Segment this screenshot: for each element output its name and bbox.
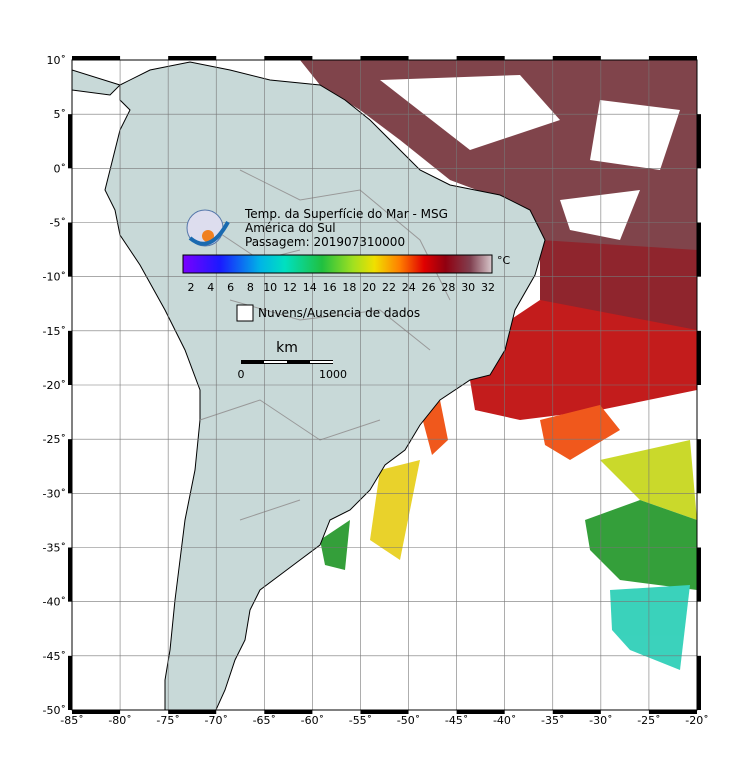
colorbar-tick-label: 8: [247, 281, 254, 294]
lon-label: -85˚: [60, 714, 83, 727]
colorbar-tick-label: 14: [303, 281, 317, 294]
colorbar-tick-label: 12: [283, 281, 297, 294]
sst-field: [300, 60, 697, 670]
sst-orange: [420, 400, 620, 460]
borders: [199, 169, 451, 521]
colorbar-tick-label: 30: [461, 281, 475, 294]
frame-segment: [456, 56, 505, 60]
frame-segment: [648, 56, 697, 60]
land-central-america: [72, 69, 121, 96]
lon-label: -20˚: [685, 714, 708, 727]
frame-segment: [68, 330, 72, 385]
sst-red: [470, 300, 697, 420]
colorbar-tick-label: 10: [263, 281, 277, 294]
frame-segment: [360, 710, 409, 714]
frame-segment: [697, 439, 701, 494]
scale-end: 1000: [319, 368, 347, 381]
lon-label: -60˚: [301, 714, 324, 727]
title-line: América do Sul: [245, 221, 336, 235]
lon-label: -75˚: [156, 714, 179, 727]
frame-segment: [72, 710, 121, 714]
colorbar-tick-label: 24: [402, 281, 416, 294]
frame-segment: [552, 56, 601, 60]
sst-yellow-west: [370, 460, 420, 560]
lat-label: -15˚: [43, 325, 66, 338]
frame-segment: [697, 114, 701, 169]
frame-segment: [68, 114, 72, 169]
lon-label: -45˚: [445, 714, 468, 727]
colorbar: [182, 254, 493, 274]
logo: [186, 209, 230, 247]
colorbar-tick-label: 28: [441, 281, 455, 294]
cloud-gap: [380, 75, 680, 240]
lon-label: -35˚: [541, 714, 564, 727]
frame-segment: [264, 710, 313, 714]
frame-border: [68, 56, 701, 714]
frame-segment: [360, 56, 409, 60]
lon-label: -50˚: [397, 714, 420, 727]
lon-label: -80˚: [108, 714, 131, 727]
frame-segment: [264, 56, 313, 60]
lat-label: -25˚: [43, 433, 66, 446]
colorbar-tick-label: 4: [207, 281, 214, 294]
colorbar-tick-label: 20: [362, 281, 376, 294]
frame-segment: [697, 330, 701, 385]
colorbar-tick-label: 6: [227, 281, 234, 294]
frame-segment: [68, 655, 72, 710]
colorbar-ticks: 2 4 6 8 10 12 14 16 18 20 22 24 26 28 30 32: [188, 281, 496, 294]
colorbar-tick-label: 22: [382, 281, 396, 294]
lon-label: -40˚: [493, 714, 516, 727]
lat-label: 0˚: [54, 162, 67, 175]
lat-label: -20˚: [43, 379, 66, 392]
frame-segment: [697, 655, 701, 710]
frame-segment: [68, 222, 72, 277]
lat-label: 10˚: [47, 54, 67, 67]
frame-segment: [68, 439, 72, 494]
lon-label: -25˚: [637, 714, 660, 727]
title-line: Temp. da Superfície do Mar - MSG: [244, 207, 448, 221]
lat-label: 5˚: [54, 108, 67, 121]
lat-label: -10˚: [43, 271, 66, 284]
lon-label: -55˚: [349, 714, 372, 727]
frame-segment: [168, 710, 217, 714]
scale-unit: km: [276, 340, 298, 356]
map-body: [72, 60, 697, 710]
lat-label: -35˚: [43, 542, 66, 555]
lat-label: -5˚: [50, 217, 66, 230]
colorbar-tick-label: 32: [481, 281, 495, 294]
frame-segment: [168, 56, 217, 60]
frame-segment: [456, 710, 505, 714]
scale-bar-segment: [310, 361, 333, 363]
frame-segment: [552, 710, 601, 714]
legend-swatch: [236, 304, 254, 322]
colorbar-tick-label: 16: [323, 281, 337, 294]
legend-label: Nuvens/Ausencia de dados: [258, 306, 420, 320]
colorbar-unit: °C: [497, 254, 511, 267]
scale-start: 0: [238, 368, 245, 381]
lat-label: -45˚: [43, 650, 66, 663]
lon-label: -30˚: [589, 714, 612, 727]
lat-label: -50˚: [43, 704, 66, 717]
lon-label: -65˚: [253, 714, 276, 727]
scale-bar-segment: [264, 361, 287, 363]
lat-label: -40˚: [43, 596, 66, 609]
colorbar-tick-label: 2: [188, 281, 195, 294]
frame-segment: [68, 547, 72, 602]
sst-cyan: [610, 585, 690, 670]
sst-green: [320, 500, 697, 590]
frame-segment: [697, 222, 701, 277]
sst-yellow: [600, 440, 697, 520]
frame-segment: [72, 56, 121, 60]
frame-segment: [648, 710, 697, 714]
lat-label: -30˚: [43, 487, 66, 500]
colorbar-tick-label: 18: [342, 281, 356, 294]
colorbar-tick-label: 26: [422, 281, 436, 294]
title-line: Passagem: 201907310000: [245, 235, 405, 249]
graticule: [72, 60, 697, 710]
lon-label: -70˚: [204, 714, 227, 727]
frame-segment: [697, 547, 701, 602]
